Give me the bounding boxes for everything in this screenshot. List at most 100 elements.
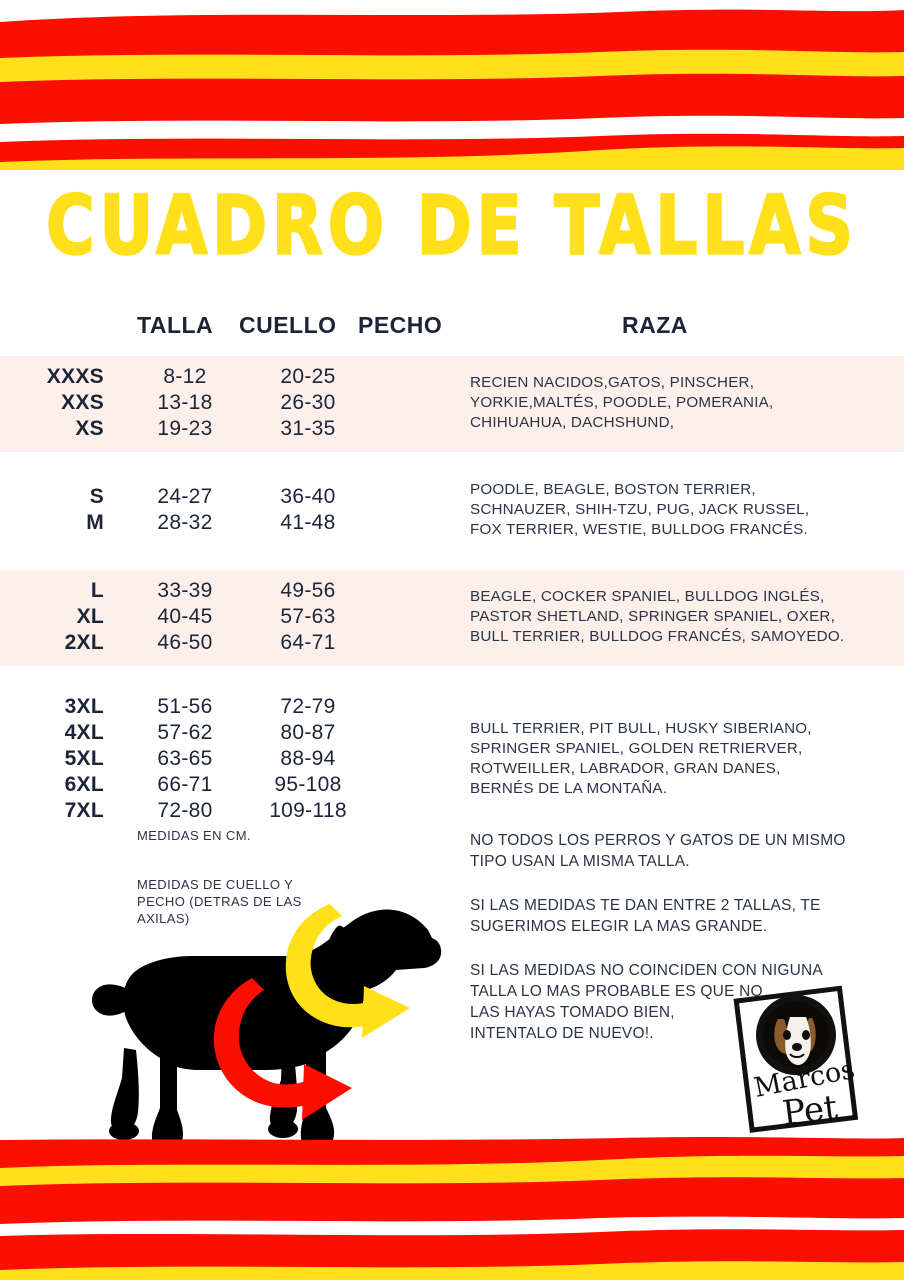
note-line: TALLA LO MAS PROBABLE ES QUE NO — [470, 983, 763, 1000]
note-line: SUGERIMOS ELEGIR LA MAS GRANDE. — [470, 918, 768, 935]
block-gap — [0, 550, 904, 570]
cell-talla: 2XL — [64, 631, 104, 654]
chest-measure-arrow — [213, 978, 352, 1120]
cell-pecho: 36-40 — [280, 485, 336, 508]
raza-line: FOX TERRIER, WESTIE, BULLDOG FRANCÉS. — [470, 521, 808, 538]
page-title: CUADRO DE TALLAS — [45, 178, 858, 274]
cell-talla: M — [86, 511, 104, 534]
note-line: PECHO (DETRAS DE LAS — [137, 894, 302, 909]
raza-line: ROTWEILLER, LABRADOR, GRAN DANES, — [470, 760, 781, 777]
cell-talla: XL — [76, 605, 104, 628]
block-gap — [0, 452, 904, 472]
note-no-match: SI LAS MEDIDAS NO COINCIDEN CON NIGUNA TA… — [470, 960, 890, 1044]
brand-logo-marcos-pet: Marcos Pet — [726, 985, 886, 1135]
size-block: L 33-39 49-56 XL 40-45 57-63 2XL 46-50 64-71 BEAG… — [0, 570, 904, 666]
dog-measurement-illustration — [80, 878, 450, 1163]
cell-cuello: 57-62 — [157, 721, 213, 744]
cell-cuello: 46-50 — [157, 631, 213, 654]
column-header-pecho: PECHO — [358, 312, 443, 338]
cell-pecho: 57-63 — [280, 605, 336, 628]
table-row: 5XL 63-65 88-94 — [0, 746, 460, 772]
cell-raza: POODLE, BEAGLE, BOSTON TERRIER, SCHNAUZER… — [470, 480, 890, 540]
cell-raza: RECIEN NACIDOS,GATOS, PINSCHER, YORKIE,MA… — [470, 373, 890, 433]
cell-pecho: 109-118 — [269, 799, 347, 822]
cell-cuello: 19-23 — [157, 417, 213, 440]
table-row: S 24-27 36-40 — [0, 484, 460, 510]
cell-pecho: 31-35 — [280, 417, 336, 440]
raza-line: RECIEN NACIDOS,GATOS, PINSCHER, — [470, 374, 755, 391]
note-between-sizes: SI LAS MEDIDAS TE DAN ENTRE 2 TALLAS, TE… — [470, 895, 890, 937]
cell-talla: 6XL — [64, 773, 104, 796]
note-line: MEDIDAS DE CUELLO Y — [137, 877, 294, 892]
note-line: INTENTALO DE NUEVO!. — [470, 1025, 654, 1042]
cell-pecho: 20-25 — [280, 365, 336, 388]
table-row: 3XL 51-56 72-79 — [0, 694, 460, 720]
cell-pecho: 26-30 — [280, 391, 336, 414]
cell-cuello: 40-45 — [157, 605, 213, 628]
block-gap — [0, 666, 904, 686]
cell-pecho: 80-87 — [280, 721, 336, 744]
note-where-to-measure: MEDIDAS DE CUELLO Y PECHO (DETRAS DE LAS A… — [137, 876, 347, 927]
table-row: XS 19-23 31-35 — [0, 416, 460, 442]
raza-line: SCHNAUZER, SHIH-TZU, PUG, JACK RUSSEL, — [470, 501, 810, 518]
note-line: LAS HAYAS TOMADO BIEN, — [470, 1004, 675, 1021]
note-line: NO TODOS LOS PERROS Y GATOS DE UN MISMO — [470, 832, 846, 849]
table-row: 7XL 72-80 109-118 — [0, 798, 460, 824]
note-line: SI LAS MEDIDAS NO COINCIDEN CON NIGUNA — [470, 962, 823, 979]
raza-line: CHIHUAHUA, DACHSHUND, — [470, 414, 675, 431]
size-block: S 24-27 36-40 M 28-32 41-48 POODLE, BEAGLE, BO… — [0, 472, 904, 550]
size-block: 3XL 51-56 72-79 4XL 57-62 80-87 5XL 63-65 88-94 6… — [0, 686, 904, 834]
logo-dog-portrait — [756, 995, 836, 1075]
cell-pecho: 72-79 — [280, 695, 336, 718]
raza-line: BEAGLE, COCKER SPANIEL, BULLDOG INGLÉS, — [470, 588, 825, 605]
cell-cuello: 13-18 — [157, 391, 213, 414]
column-header-cuello: CUELLO — [239, 312, 337, 338]
cell-cuello: 63-65 — [157, 747, 213, 770]
logo-wordmark: Marcos Pet — [751, 1054, 857, 1134]
raza-line: BULL TERRIER, BULLDOG FRANCÉS, SAMOYEDO. — [470, 628, 845, 645]
cell-pecho: 41-48 — [280, 511, 336, 534]
logo-brand-line2: Pet — [780, 1087, 840, 1133]
table-body: XXXS 8-12 20-25 XXS 13-18 26-30 XS 19-23 31-35 RE… — [0, 356, 904, 834]
cell-talla: 7XL — [64, 799, 104, 822]
cell-pecho: 88-94 — [280, 747, 336, 770]
cell-cuello: 8-12 — [163, 365, 207, 388]
table-row: XXXS 8-12 20-25 — [0, 364, 460, 390]
cell-talla: 5XL — [64, 747, 104, 770]
table-row: M 28-32 41-48 — [0, 510, 460, 536]
note-line: SI LAS MEDIDAS TE DAN ENTRE 2 TALLAS, TE — [470, 897, 821, 914]
raza-line: PASTOR SHETLAND, SPRINGER SPANIEL, OXER, — [470, 608, 835, 625]
cell-talla: XS — [75, 417, 104, 440]
table-row: 6XL 66-71 95-108 — [0, 772, 460, 798]
cell-cuello: 51-56 — [157, 695, 213, 718]
cell-talla: XXXS — [46, 365, 104, 388]
cell-raza: BULL TERRIER, PIT BULL, HUSKY SIBERIANO,… — [470, 719, 890, 799]
cell-cuello: 72-80 — [157, 799, 213, 822]
cell-talla: XXS — [61, 391, 104, 414]
table-row: 4XL 57-62 80-87 — [0, 720, 460, 746]
neck-measure-arrow — [285, 904, 410, 1038]
note-line: TIPO USAN LA MISMA TALLA. — [470, 853, 690, 870]
cell-talla: L — [90, 579, 104, 602]
cell-talla: S — [89, 485, 104, 508]
size-block: XXXS 8-12 20-25 XXS 13-18 26-30 XS 19-23 31-35 RE… — [0, 356, 904, 452]
cell-pecho: 64-71 — [280, 631, 336, 654]
table-row: 2XL 46-50 64-71 — [0, 630, 460, 656]
raza-line: BULL TERRIER, PIT BULL, HUSKY SIBERIANO, — [470, 720, 812, 737]
table-row: XL 40-45 57-63 — [0, 604, 460, 630]
cell-cuello: 24-27 — [157, 485, 213, 508]
cell-cuello: 28-32 — [157, 511, 213, 534]
column-header-talla: TALLA — [137, 312, 214, 338]
note-line: AXILAS) — [137, 911, 190, 926]
table-row: XXS 13-18 26-30 — [0, 390, 460, 416]
cell-raza: BEAGLE, COCKER SPANIEL, BULLDOG INGLÉS, P… — [470, 587, 890, 647]
note-units: MEDIDAS EN CM. — [137, 828, 251, 843]
raza-line: YORKIE,MALTÉS, POODLE, POMERANIA, — [470, 394, 774, 411]
table-header-row: TALLA CUELLO PECHO RAZA — [0, 312, 904, 356]
cell-talla: 3XL — [64, 695, 104, 718]
raza-line: BERNÉS DE LA MONTAÑA. — [470, 780, 668, 797]
raza-line: SPRINGER SPANIEL, GOLDEN RETRIERVER, — [470, 740, 803, 757]
size-table: TALLA CUELLO PECHO RAZA XXXS 8-12 20-25 XXS… — [0, 312, 904, 834]
table-row: L 33-39 49-56 — [0, 578, 460, 604]
